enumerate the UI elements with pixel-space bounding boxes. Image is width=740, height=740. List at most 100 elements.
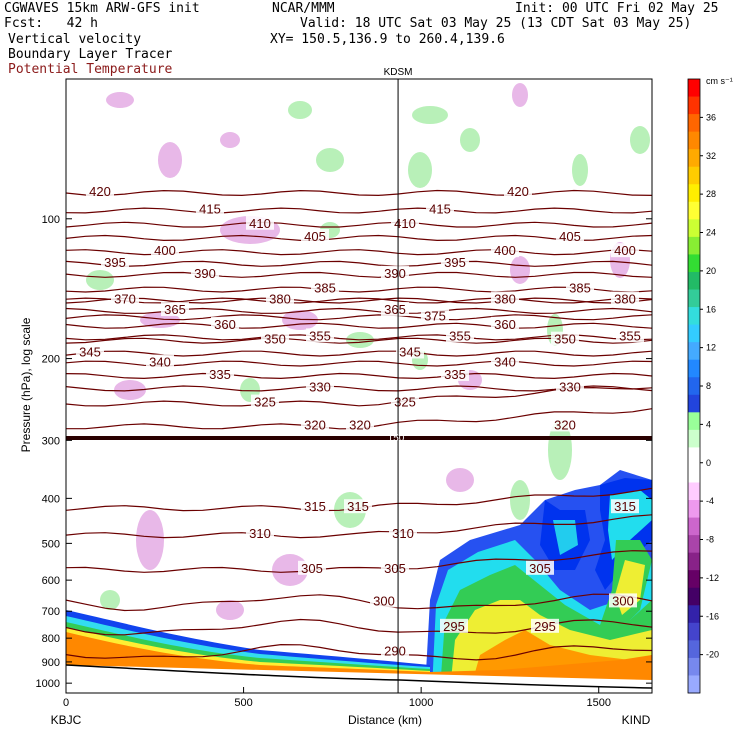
- colorbar-swatch: [688, 201, 700, 220]
- theta-label: 305: [384, 561, 406, 576]
- colorbar-swatch: [688, 377, 700, 396]
- theta-label-bg: [261, 331, 289, 346]
- colorbar-swatch: [688, 236, 700, 255]
- contour-labels: 420 420 415 415 410 410 405 405 400 400 400 395 395 3…: [76, 184, 644, 659]
- theta-label-bg: [196, 201, 224, 216]
- theta-label-bg: [491, 291, 519, 306]
- theta-label: 380: [614, 292, 636, 307]
- theta-label: 390: [194, 266, 216, 281]
- forecast-hour: Fcst: 42 h: [4, 16, 98, 31]
- colorbar-swatch: [688, 500, 700, 519]
- plot-frame: [65, 78, 653, 694]
- theta-label-bg: [101, 254, 129, 269]
- theta-label-bg: [440, 618, 468, 633]
- y-tick-label: 600: [42, 575, 60, 587]
- theta-label: 390: [384, 266, 406, 281]
- theta-label: 365: [384, 302, 406, 317]
- colorbar-swatch: [688, 219, 700, 238]
- theta-label-bg: [556, 229, 584, 244]
- theta-label-bg: [441, 366, 469, 381]
- colorbar-swatch: [688, 482, 700, 501]
- theta-label: 360: [494, 317, 516, 332]
- theta-label: 405: [559, 229, 581, 244]
- y-tick-label: 900: [42, 657, 60, 669]
- theta-label: 320: [554, 417, 576, 432]
- colorbar-swatch: [688, 535, 700, 554]
- theta-label: 315: [304, 499, 326, 514]
- tropopause-label: 150: [388, 433, 405, 444]
- theta-contour: [66, 385, 652, 392]
- theta-label-bg: [111, 291, 139, 306]
- theta-label-bg: [396, 344, 424, 359]
- theta-label-bg: [191, 265, 219, 280]
- theta-contour: [66, 550, 652, 573]
- colorbar-swatch: [688, 307, 700, 326]
- cross-section-coords: XY= 150.5,136.9 to 260.4,139.6: [270, 32, 505, 47]
- colorbar-swatch: [688, 254, 700, 273]
- vertical-velocity-blob: [412, 106, 448, 124]
- theta-label: 420: [507, 184, 529, 199]
- theta-label-bg: [381, 560, 409, 575]
- theta-label: 400: [494, 243, 516, 258]
- theta-label-bg: [161, 302, 189, 317]
- theta-label-bg: [616, 328, 644, 343]
- colorbar-swatch: [688, 271, 700, 291]
- theta-label-bg: [381, 643, 409, 658]
- theta-label-bg: [370, 593, 398, 608]
- colorbar-label: 36: [706, 112, 716, 122]
- left-endpoint-label: KBJC: [51, 713, 82, 727]
- theta-label: 385: [314, 281, 336, 296]
- theta-label: 330: [309, 380, 331, 395]
- theta-label-bg: [611, 243, 639, 258]
- theta-label-bg: [556, 379, 584, 394]
- theta-label: 345: [79, 344, 101, 359]
- theta-label-bg: [491, 354, 519, 369]
- theta-label-bg: [346, 417, 374, 432]
- colorbar: 36 32 28 24 20 16 12 8 4 0 -4 -8 -12 -16 -20: [687, 78, 719, 694]
- y-tick-label: 500: [42, 538, 60, 550]
- colorbar-swatch: [688, 114, 700, 133]
- vertical-velocity-blob: [100, 590, 120, 610]
- vertical-velocity-blob: [408, 152, 432, 188]
- colorbar-label: 4: [706, 419, 711, 429]
- vertical-velocity-blob: [510, 480, 530, 520]
- colorbar-label: 16: [706, 304, 716, 314]
- theta-label-bg: [251, 394, 279, 409]
- theta-label-bg: [526, 560, 554, 575]
- theta-label: 300: [373, 593, 395, 608]
- theta-label: 355: [619, 328, 641, 343]
- theta-label: 310: [249, 526, 271, 541]
- theta-label-bg: [551, 331, 579, 346]
- theta-label-bg: [381, 265, 409, 280]
- theta-contour: [66, 286, 652, 293]
- theta-contour: [66, 314, 652, 321]
- colorbar-swatch: [688, 324, 700, 343]
- theta-label: 350: [264, 332, 286, 347]
- institution-label: NCAR/MMM: [272, 1, 335, 16]
- vertical-velocity-blob: [220, 132, 240, 148]
- colorbar-swatch: [688, 605, 700, 624]
- valid-time: Valid: 18 UTC Sat 03 May 25 (13 CDT Sat …: [300, 16, 692, 31]
- colorbar-swatch: [688, 640, 700, 659]
- colorbar-label: -8: [706, 535, 714, 545]
- colorbar-swatch: [688, 464, 700, 483]
- theta-label-bg: [491, 316, 519, 331]
- theta-label: 345: [399, 344, 421, 359]
- colorbar-swatch: [688, 552, 700, 571]
- theta-label-bg: [298, 560, 326, 575]
- vertical-velocity-blob: [216, 600, 244, 620]
- colorbar-swatch: [688, 342, 700, 361]
- theta-label: 405: [304, 229, 326, 244]
- colorbar-label: 32: [706, 151, 716, 161]
- colorbar-swatch: [688, 429, 700, 448]
- theta-label: 315: [614, 499, 636, 514]
- theta-contour: [66, 207, 652, 214]
- field-boundary-layer-tracer: Boundary Layer Tracer: [8, 47, 173, 62]
- tropopause-band: [66, 436, 652, 440]
- theta-label: 420: [89, 184, 111, 199]
- theta-label: 410: [249, 216, 271, 231]
- theta-label: 305: [301, 561, 323, 576]
- colorbar-label: 20: [706, 266, 716, 276]
- field-potential-temperature: Potential Temperature: [8, 62, 173, 77]
- theta-label-bg: [211, 316, 239, 331]
